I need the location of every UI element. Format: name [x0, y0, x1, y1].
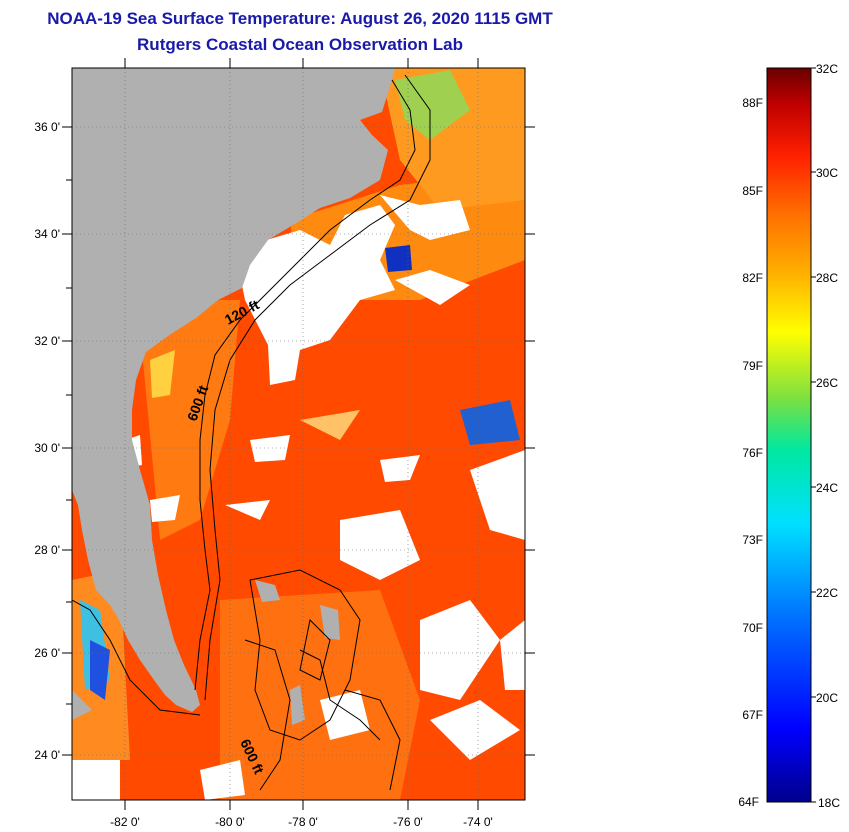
cool-patch [300, 410, 360, 440]
map-subtitle: Rutgers Coastal Ocean Observation Lab [137, 35, 463, 54]
celsius-label: 24C [816, 481, 838, 495]
fahrenheit-labels: 88F 85F 82F 79F 76F 73F 70F 67F 64F [738, 96, 763, 809]
fahrenheit-label: 85F [742, 184, 763, 198]
fahrenheit-label: 64F [738, 795, 759, 809]
fahrenheit-label: 73F [742, 533, 763, 547]
map-title: NOAA-19 Sea Surface Temperature: August … [47, 9, 553, 28]
cool-patch [150, 350, 175, 398]
cloud-cover [72, 195, 525, 800]
colorbar-scale [766, 67, 812, 803]
fahrenheit-label: 76F [742, 446, 763, 460]
fahrenheit-label: 70F [742, 621, 763, 635]
celsius-label: 18C [818, 796, 840, 810]
lat-label: 24 0' [34, 748, 60, 762]
fahrenheit-label: 88F [742, 96, 763, 110]
celsius-labels: 32C 30C 28C 26C 24C 22C 20C 18C [816, 62, 840, 810]
fahrenheit-label: 82F [742, 271, 763, 285]
bahamas-water [220, 590, 420, 800]
colorbar-ticks [811, 67, 816, 803]
land-abaco [320, 605, 340, 640]
celsius-label: 30C [816, 166, 838, 180]
lat-label: 36 0' [34, 120, 60, 134]
land-florida-keys [72, 690, 92, 720]
land-andros [290, 685, 305, 725]
lat-label: 28 0' [34, 543, 60, 557]
lon-label: -76 0' [393, 815, 423, 829]
bathymetry-contours [72, 74, 431, 791]
cool-patch [385, 245, 412, 272]
celsius-label: 20C [816, 691, 838, 705]
lon-labels: -82 0' -80 0' -78 0' -76 0' -74 0' [110, 815, 493, 829]
lat-label: 30 0' [34, 441, 60, 455]
lat-labels: 36 0' 34 0' 32 0' 30 0' 28 0' 26 0' 24 0… [34, 120, 60, 762]
land-us-southeast [72, 68, 395, 712]
celsius-label: 22C [816, 586, 838, 600]
fahrenheit-label: 79F [742, 359, 763, 373]
temperature-colorbar: 32C 30C 28C 26C 24C 22C 20C 18C 88F 85F … [738, 62, 840, 810]
celsius-label: 32C [816, 62, 838, 76]
fahrenheit-label: 67F [742, 708, 763, 722]
map-frame [71, 67, 526, 801]
lat-label: 32 0' [34, 334, 60, 348]
lon-label: -74 0' [463, 815, 493, 829]
lat-label: 34 0' [34, 227, 60, 241]
lat-ticks [62, 126, 535, 756]
cool-patch [460, 400, 520, 445]
lat-label: 26 0' [34, 646, 60, 660]
lon-label: -78 0' [288, 815, 318, 829]
land-grand-bahama [255, 580, 280, 602]
celsius-label: 26C [816, 376, 838, 390]
sst-map: 120 ft 600 ft 600 ft [72, 68, 525, 800]
lon-ticks [124, 58, 479, 810]
celsius-label: 28C [816, 271, 838, 285]
lon-label: -82 0' [110, 815, 140, 829]
cool-patch [90, 640, 110, 700]
lon-label: -80 0' [215, 815, 245, 829]
